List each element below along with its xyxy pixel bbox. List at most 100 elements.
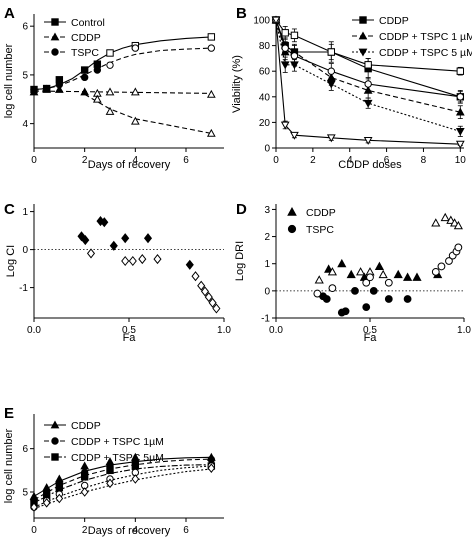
x-axis-title: CDDP doses — [338, 159, 402, 171]
data-point — [80, 73, 89, 82]
legend-label: CDDP + TSPC 5µM — [71, 452, 164, 464]
data-point — [384, 295, 393, 303]
data-point — [446, 215, 456, 224]
data-point — [456, 93, 465, 101]
x-axis-title: Days of recovery — [88, 159, 171, 171]
y-tick-label: 60 — [259, 67, 271, 78]
data-point — [456, 67, 465, 75]
legend-label: TSPC — [306, 224, 334, 236]
data-point — [81, 235, 90, 246]
y-tick-label: 2 — [264, 232, 270, 243]
data-point — [212, 303, 221, 314]
data-point — [131, 474, 140, 484]
series-line — [33, 90, 212, 94]
series-line — [84, 93, 212, 134]
data-point — [105, 87, 115, 96]
data-point — [42, 498, 51, 508]
legend-swatch-marker — [287, 224, 297, 234]
y-tick-label: 1 — [22, 207, 28, 218]
data-point — [206, 128, 216, 137]
x-axis-title: Fa — [364, 332, 378, 344]
x-tick-label: 4 — [347, 155, 353, 166]
series-2 — [29, 84, 216, 98]
legend-swatch-marker — [51, 48, 59, 56]
legend-label: CDDP + TSPC 1µM — [71, 436, 164, 448]
data-point — [185, 259, 194, 270]
data-point — [384, 278, 393, 287]
series-line — [33, 458, 212, 501]
data-point — [128, 255, 137, 267]
y-tick-label: 6 — [22, 22, 28, 33]
series-line — [275, 19, 461, 145]
data-point — [403, 295, 412, 303]
x-tick-label: 0.5 — [363, 325, 377, 336]
y-tick-label: -1 — [19, 283, 28, 294]
y-tick-label: 4 — [22, 119, 28, 130]
y-tick-label: 5 — [22, 488, 28, 499]
x-tick-label: 0.5 — [122, 325, 136, 336]
data-point — [100, 217, 109, 228]
data-point — [208, 297, 217, 308]
data-point — [440, 212, 450, 222]
legend-swatch-marker — [50, 420, 60, 429]
data-point — [207, 455, 216, 464]
data-point — [92, 94, 102, 103]
data-point — [351, 286, 359, 295]
data-point — [130, 116, 140, 125]
data-point — [327, 48, 335, 56]
legend-label: CDDP — [71, 32, 101, 44]
panel-c: C 0.0 0.5 1.0 -1 0 1 Fa Log CI — [4, 201, 231, 344]
legend-swatch-marker — [51, 18, 59, 26]
x-tick-label: 2 — [82, 155, 88, 166]
data-point — [393, 269, 403, 279]
legend-label: CDDP — [71, 420, 101, 432]
data-point — [153, 254, 162, 265]
legend: CDDP TSPC — [287, 207, 336, 236]
data-point — [341, 307, 350, 316]
data-point — [197, 280, 206, 291]
series-2 — [319, 286, 412, 317]
legend: CDDP CDDP + TSPC 1µM CDDP + TSPC 5µM — [44, 420, 164, 464]
series-6 — [271, 16, 465, 149]
y-tick-label: 40 — [259, 92, 271, 103]
data-point — [121, 233, 130, 244]
series-line — [33, 464, 212, 504]
legend-swatch-marker — [359, 16, 367, 24]
data-point — [313, 289, 322, 298]
y-tick-label: -1 — [261, 314, 270, 325]
data-point — [445, 257, 453, 265]
data-point — [55, 493, 64, 504]
data-point — [93, 66, 102, 74]
data-point — [362, 303, 371, 312]
series-line — [275, 19, 461, 98]
data-point — [290, 52, 299, 60]
legend-swatch-marker — [358, 31, 368, 40]
x-tick-label: 0.0 — [269, 325, 283, 336]
data-point — [364, 80, 372, 88]
data-point — [131, 44, 140, 52]
data-point — [378, 269, 388, 279]
data-point — [450, 218, 460, 227]
data-point — [326, 134, 336, 143]
legend-swatch-marker — [358, 48, 368, 57]
data-point — [204, 292, 213, 303]
data-point — [30, 85, 38, 94]
series-line — [33, 465, 212, 508]
x-tick-label: 2 — [82, 525, 88, 536]
data-point — [327, 267, 337, 276]
data-point — [42, 84, 51, 93]
series-2 — [86, 248, 221, 314]
series-line — [275, 19, 461, 98]
y-tick-label: 0 — [22, 245, 28, 256]
data-point — [437, 262, 446, 271]
data-point — [369, 286, 378, 295]
data-point — [106, 478, 114, 489]
series-line — [33, 456, 212, 497]
data-point — [374, 261, 384, 270]
data-point — [271, 16, 281, 25]
data-point — [346, 269, 356, 279]
data-point — [314, 275, 324, 284]
series-5 — [30, 463, 216, 512]
